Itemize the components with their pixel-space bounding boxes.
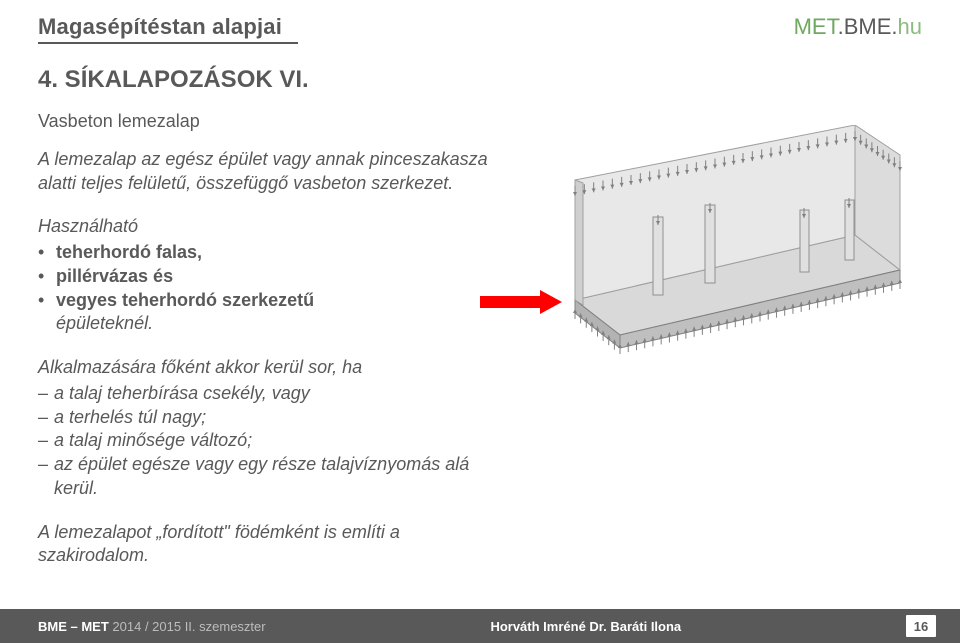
page-number: 16 bbox=[906, 615, 936, 637]
header-underline bbox=[38, 42, 298, 44]
dash-item: –a talaj minősége változó; bbox=[38, 429, 498, 453]
logo-hu: hu bbox=[898, 14, 922, 39]
header-title: Magasépítéstan alapjai bbox=[38, 14, 282, 40]
bullet-item: •teherhordó falas, bbox=[38, 241, 498, 265]
subheading: Vasbeton lemezalap bbox=[38, 110, 498, 134]
paragraph-2: A lemezalapot „fordított" födémként is e… bbox=[38, 521, 498, 569]
footer-author: Horváth Imréné Dr. Baráti Ilona bbox=[490, 619, 681, 634]
dash-item: –az épület egésze vagy egy része talajví… bbox=[38, 453, 498, 501]
footer-left: BME – MET 2014 / 2015 II. szemeszter bbox=[38, 619, 266, 634]
section-title: 4. SÍKALAPOZÁSOK VI. bbox=[38, 66, 309, 94]
bullet-tail: épületeknél. bbox=[38, 312, 498, 336]
dash-list: –a talaj teherbírása csekély, vagy –a te… bbox=[38, 382, 498, 501]
lead-in-1: Használható bbox=[38, 215, 498, 239]
bullet-list: •teherhordó falas, •pillérvázas és •vegy… bbox=[38, 241, 498, 336]
slide: Magasépítéstan alapjai MET.BME.hu 4. SÍK… bbox=[0, 0, 960, 643]
paragraph-1: A lemezalap az egész épület vagy annak p… bbox=[38, 148, 498, 196]
body-text: Vasbeton lemezalap A lemezalap az egész … bbox=[38, 110, 498, 568]
logo-bme: .BME. bbox=[838, 14, 898, 39]
dash-item: –a talaj teherbírása csekély, vagy bbox=[38, 382, 498, 406]
slab-diagram bbox=[545, 125, 915, 385]
header: Magasépítéstan alapjai MET.BME.hu bbox=[38, 14, 922, 40]
logo-met: MET bbox=[794, 14, 838, 39]
logo: MET.BME.hu bbox=[794, 14, 922, 40]
dash-item: –a terhelés túl nagy; bbox=[38, 406, 498, 430]
footer: BME – MET 2014 / 2015 II. szemeszter Hor… bbox=[0, 609, 960, 643]
bullet-item: •pillérvázas és bbox=[38, 265, 498, 289]
bullet-item: •vegyes teherhordó szerkezetű bbox=[38, 289, 498, 313]
lead-in-2: Alkalmazására főként akkor kerül sor, ha bbox=[38, 356, 498, 380]
